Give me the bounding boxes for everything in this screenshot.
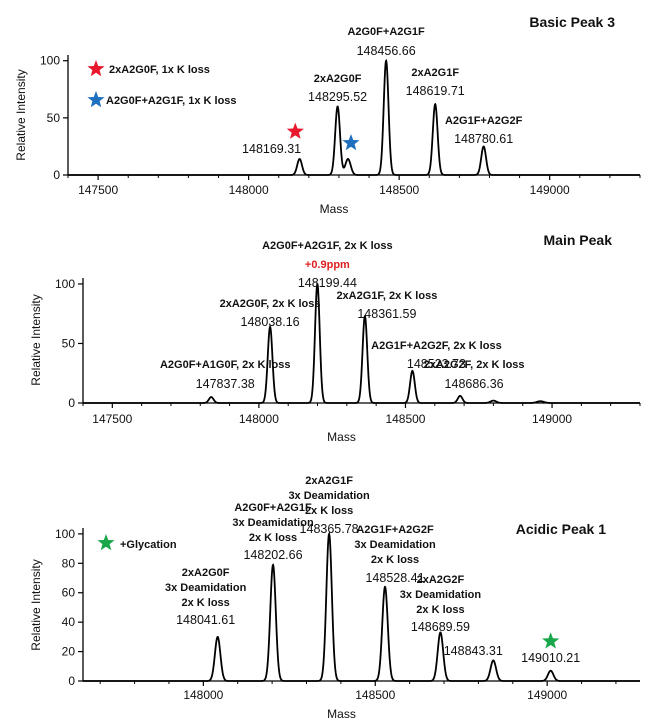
x-axis-label: Mass: [327, 707, 356, 721]
peak-mass-label: 148038.16: [241, 315, 300, 329]
peak-annotation-label: A2G0F+A2G1F: [234, 502, 312, 514]
peak-mass-label: 148528.41: [365, 571, 424, 585]
peak-annotation-label: 3x Deamidation: [354, 539, 436, 551]
peak-mass-label: 148686.36: [445, 377, 504, 391]
y-tick-label: 50: [47, 111, 61, 125]
peak-annotation-label: 2x K loss: [416, 604, 464, 616]
peak-annotation-label: A2G1F+A2G2F, 2x K loss: [371, 340, 502, 352]
y-tick-label: 0: [68, 396, 75, 410]
spectrum-trace: [68, 59, 640, 176]
legend-entry: +Glycation: [120, 539, 177, 551]
peak-mass-label: 148199.44: [298, 276, 357, 290]
peak-annotation-label: A2G0F+A1G0F, 2x K loss: [160, 359, 291, 371]
y-tick-label: 50: [62, 336, 76, 350]
peak-annotation-label: 2xA2G1F, 2x K loss: [336, 290, 437, 302]
peak-annotation-label: 2xA2G0F: [314, 73, 362, 85]
peak-mass-label: 148041.61: [176, 613, 235, 627]
peak-annotation-label: 3x Deamidation: [165, 582, 247, 594]
peak-annotation-label: A2G0F+A2G1F: [347, 26, 425, 38]
spectrum-trace: [83, 282, 640, 404]
peak-mass-label: 148361.59: [357, 307, 416, 321]
peak-mass-label: 147837.38: [196, 377, 255, 391]
spectrum-panel-1: 147500 148000 148500 149000 0 50 100 Mass Relati…: [14, 14, 641, 216]
peak-mass-label: 148689.59: [411, 620, 470, 634]
peak-annotation-label: 2x K loss: [305, 505, 353, 517]
peak-annotation-label: A2G0F+A2G1F, 2x K loss: [262, 240, 393, 252]
legend-star-icon: [97, 534, 115, 551]
peak-annotation-label: 3x Deamidation: [400, 589, 482, 601]
peak-annotation-label: 2xA2G2F: [417, 574, 465, 586]
x-tick-label: 148500: [355, 688, 395, 702]
y-tick-label: 0: [53, 168, 60, 182]
peak-annotation-label: 2xA2G0F: [182, 567, 230, 579]
x-tick-label: 148000: [229, 183, 269, 197]
spectrum-panel-3: 148000 148500 149000 0 20 40 60 80 100 Mass Relati…: [29, 475, 640, 721]
y-tick-label: 40: [62, 615, 76, 629]
peak-mass-label: 148169.31: [242, 142, 301, 156]
peak-mass-label: 148456.66: [357, 44, 416, 58]
y-tick-label: 60: [62, 586, 76, 600]
y-axis-label: Relative Intensity: [14, 69, 28, 160]
peak-mass-label: 148843.31: [444, 644, 503, 658]
y-tick-label: 80: [62, 556, 76, 570]
peak-annotation-label: 2xA2G1F: [411, 67, 459, 79]
y-tick-label: 20: [62, 645, 76, 659]
y-tick-label: 0: [68, 674, 75, 688]
x-tick-label: 149000: [527, 688, 567, 702]
mass-accuracy-label: +0.9ppm: [305, 259, 350, 271]
peak-annotation-label: 2x K loss: [371, 554, 419, 566]
x-tick-label: 149000: [530, 183, 570, 197]
peak-mass-label: 148780.61: [454, 132, 513, 146]
peak-mass-label: 149010.21: [521, 651, 580, 665]
peak-annotation-label: 2xA2G1F: [305, 475, 353, 487]
peak-annotation-label: 2x K loss: [181, 597, 229, 609]
peak-mass-label: 148619.71: [406, 84, 465, 98]
y-tick-label: 100: [40, 54, 60, 68]
peak-annotation-label: 2x K loss: [249, 532, 297, 544]
legend-entry: A2G0F+A2G1F, 1x K loss: [106, 95, 237, 107]
x-axis-label: Mass: [320, 202, 349, 216]
peak-mass-label: 148202.66: [243, 548, 302, 562]
y-axis-label: Relative Intensity: [29, 294, 43, 385]
panel-title: Basic Peak 3: [529, 14, 615, 30]
peak-annotation-label: 3x Deamidation: [288, 490, 370, 502]
panel-title: Main Peak: [544, 232, 613, 248]
peak-annotation-label: 2xA2G2F, 2x K loss: [424, 359, 525, 371]
x-tick-label: 148000: [183, 688, 223, 702]
peak-annotation-label: 2xA2G0F, 2x K loss: [220, 298, 321, 310]
legend-entry: 2xA2G0F, 1x K loss: [109, 64, 210, 76]
y-axis-label: Relative Intensity: [29, 559, 43, 650]
legend-star-icon: [87, 91, 105, 108]
x-tick-label: 147500: [92, 412, 132, 426]
y-tick-label: 100: [55, 527, 75, 541]
x-tick-label: 148500: [379, 183, 419, 197]
star-marker-icon: [342, 134, 360, 151]
x-axis-label: Mass: [327, 430, 356, 444]
spectrum-trace: [83, 531, 640, 682]
y-tick-label: 100: [55, 277, 75, 291]
star-marker-icon: [542, 632, 560, 649]
star-marker-icon: [286, 122, 304, 139]
spectrum-panel-2: 147500 148000 148500 149000 0 50 100 Mass Relati…: [29, 232, 641, 444]
x-tick-label: 149000: [532, 412, 572, 426]
x-tick-label: 148500: [385, 412, 425, 426]
peak-mass-label: 148523.73: [407, 357, 466, 371]
legend-star-icon: [87, 60, 105, 77]
peak-mass-label: 148295.52: [308, 90, 367, 104]
panel-title: Acidic Peak 1: [516, 521, 606, 537]
x-tick-label: 147500: [78, 183, 118, 197]
peak-annotation-label: 3x Deamidation: [232, 517, 314, 529]
x-tick-label: 148000: [239, 412, 279, 426]
peak-annotation-label: A2G1F+A2G2F: [445, 115, 523, 127]
peak-annotation-label: A2G1F+A2G2F: [356, 524, 434, 536]
peak-mass-label: 148365.78: [300, 522, 359, 536]
